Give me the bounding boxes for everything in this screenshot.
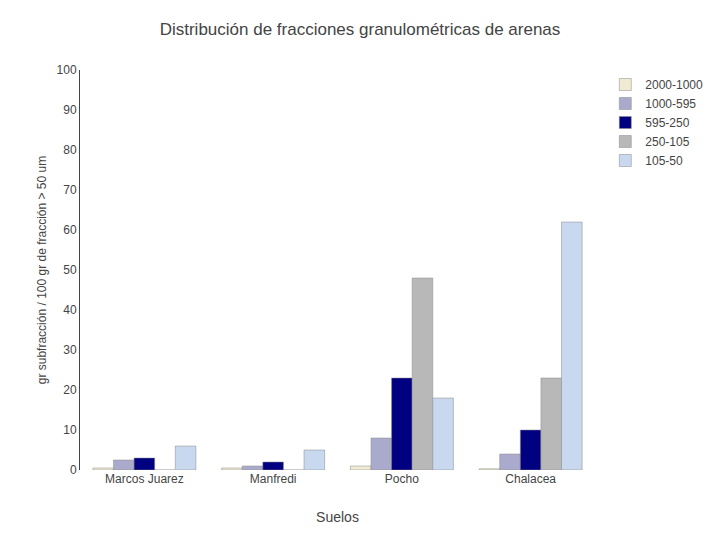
svg-text:1000-595: 1000-595 <box>645 97 696 111</box>
svg-text:30: 30 <box>63 343 77 357</box>
svg-text:595-250: 595-250 <box>645 116 689 130</box>
svg-text:Suelos: Suelos <box>316 509 359 525</box>
svg-text:0: 0 <box>70 463 77 477</box>
svg-text:Pocho: Pocho <box>385 472 419 486</box>
svg-text:250-105: 250-105 <box>645 135 689 149</box>
svg-text:100: 100 <box>57 63 77 77</box>
svg-text:2000-1000: 2000-1000 <box>645 78 703 92</box>
svg-text:Distribución de fracciones gra: Distribución de fracciones granulométric… <box>160 20 561 39</box>
svg-text:80: 80 <box>63 143 77 157</box>
svg-text:10: 10 <box>63 423 77 437</box>
svg-text:Chalacea: Chalacea <box>505 472 556 486</box>
svg-text:90: 90 <box>63 103 77 117</box>
svg-text:Manfredi: Manfredi <box>250 472 297 486</box>
svg-text:105-50: 105-50 <box>645 154 683 168</box>
svg-text:50: 50 <box>63 263 77 277</box>
svg-text:gr subfracción / 100 gr de fra: gr subfracción / 100 gr de fracción > 50… <box>35 156 49 384</box>
svg-text:70: 70 <box>63 183 77 197</box>
svg-text:40: 40 <box>63 303 77 317</box>
svg-text:20: 20 <box>63 383 77 397</box>
svg-text:Marcos Juarez: Marcos Juarez <box>105 472 184 486</box>
svg-text:60: 60 <box>63 223 77 237</box>
